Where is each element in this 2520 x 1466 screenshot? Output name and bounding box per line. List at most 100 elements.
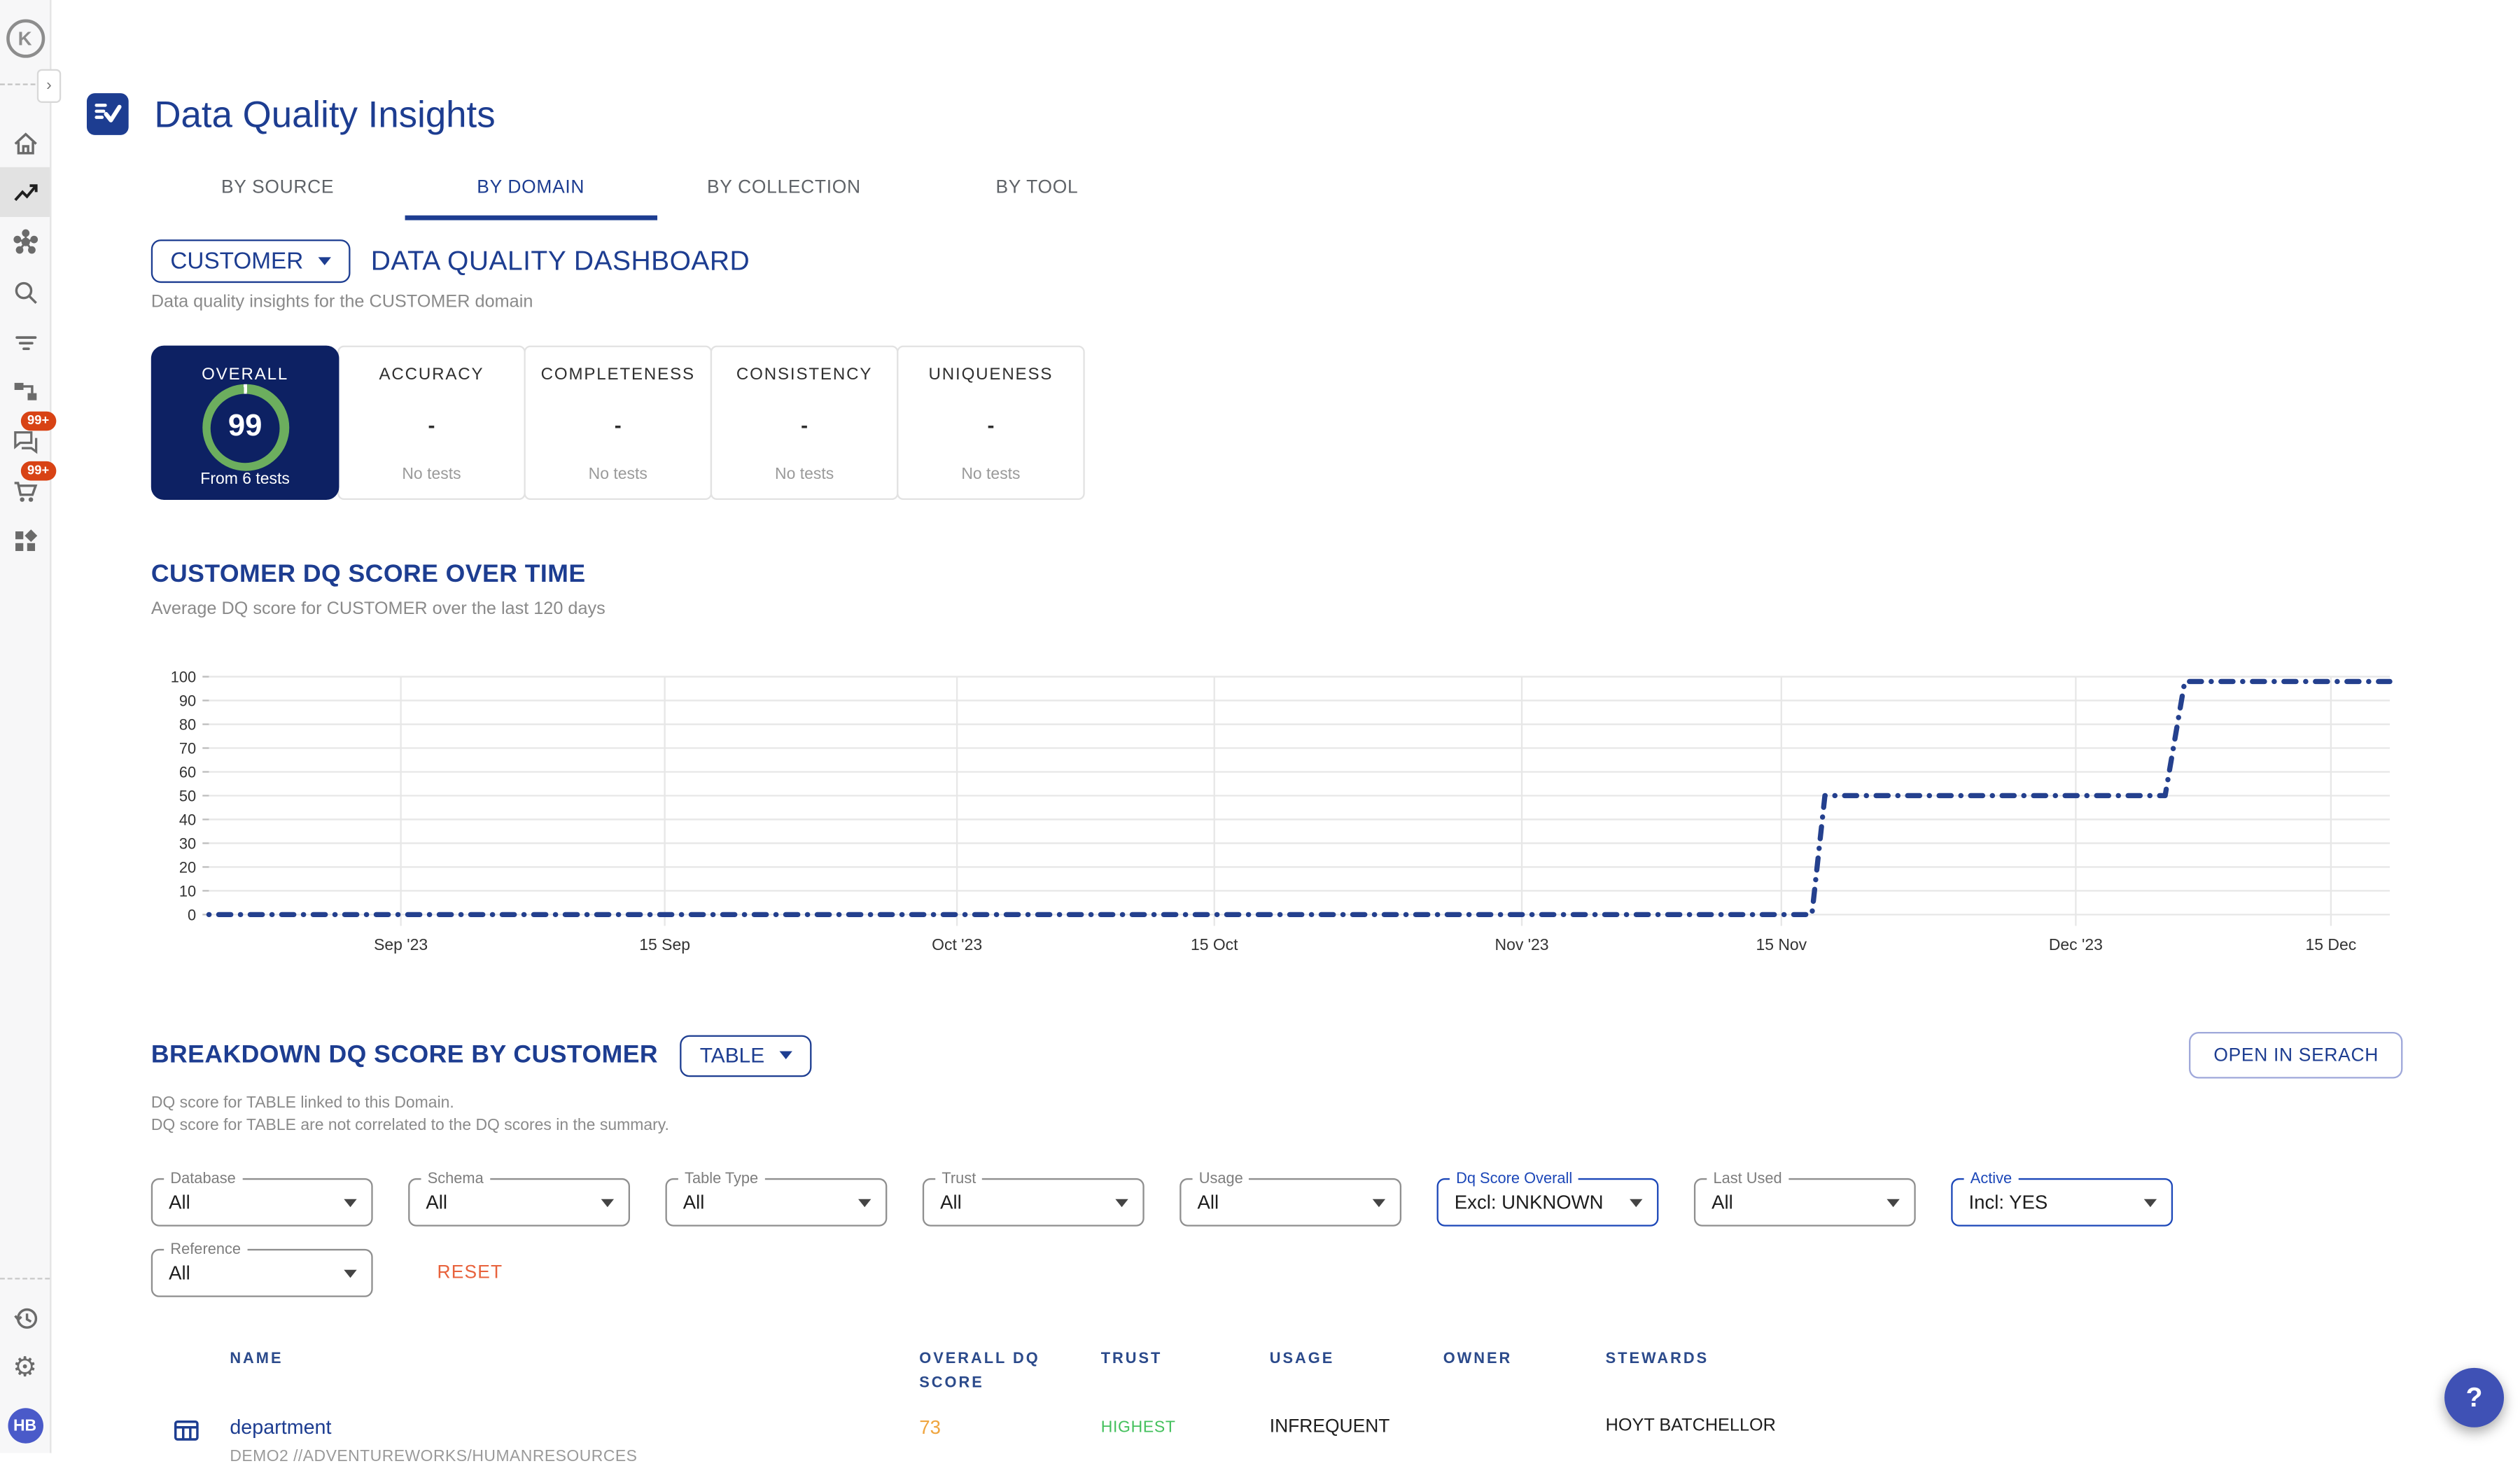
score-card-footer: From 6 tests [200,470,290,489]
filter-usage[interactable]: Usage All [1180,1170,1402,1227]
filter-label: Reference [164,1241,248,1259]
data-quality-app-icon [86,93,129,135]
sidebar-item-home[interactable] [0,118,50,167]
score-card-accuracy[interactable]: ACCURACY - No tests [337,345,526,501]
svg-text:15 Sep: 15 Sep [639,935,690,954]
score-card-value-area: - [615,384,622,466]
chevron-down-icon [1372,1199,1386,1208]
breakdown-title: BREAKDOWN DQ SCORE BY CUSTOMER [150,1040,659,1068]
tab-by-tool[interactable]: BY TOOL [995,178,1079,198]
sidebar-expand-button[interactable]: › [36,69,62,103]
svg-text:15 Oct: 15 Oct [1191,935,1238,954]
filter-active[interactable]: Active Incl: YES [1951,1170,2174,1227]
filter-label: Table Type [678,1170,765,1188]
filter-trust[interactable]: Trust All [922,1170,1144,1227]
svg-text:10: 10 [179,882,196,900]
sidebar-item-messages[interactable]: 99+ [0,411,56,466]
tab-by-domain[interactable]: BY DOMAIN [404,156,658,221]
chevron-down-icon [344,1269,357,1278]
entity-selector-dropdown[interactable]: TABLE [680,1034,811,1077]
filter-schema[interactable]: Schema All [408,1170,630,1227]
chevron-down-icon [601,1199,615,1208]
open-in-search-button[interactable]: OPEN IN SERACH [2189,1031,2403,1079]
filter-last-used[interactable]: Last Used All [1693,1170,1916,1227]
sidebar-bottom: ⚙ HB [0,1278,50,1444]
svg-text:30: 30 [179,835,196,852]
score-card-footer: No tests [402,466,461,484]
filter-database[interactable]: Database All [150,1170,373,1227]
svg-text:Oct '23: Oct '23 [932,935,982,954]
filter-value: All [1197,1191,1219,1214]
view-tabs: BY SOURCE BY DOMAIN BY COLLECTION BY TOOL [151,156,1163,221]
svg-text:Sep '23: Sep '23 [374,935,428,954]
page-header: Data Quality Insights [86,90,2520,139]
sidebar-item-filter[interactable] [0,316,50,366]
chevron-down-icon [1115,1199,1128,1208]
filter-value: Excl: UNKNOWN [1454,1191,1604,1214]
sidebar-item-settings[interactable]: ⚙ [0,1342,50,1392]
score-card-completeness[interactable]: COMPLETENESS - No tests [524,345,713,501]
chevron-down-icon [1630,1199,1643,1208]
avatar-initials: HB [13,1416,37,1435]
chevron-right-icon: › [46,77,52,95]
user-avatar[interactable]: HB [7,1408,43,1444]
chevron-down-icon [317,257,331,265]
filter-value: Incl: YES [1968,1191,2048,1214]
svg-text:70: 70 [179,740,196,758]
score-card-footer: No tests [961,466,1021,484]
score-card-footer: No tests [588,466,648,484]
sidebar-separator [0,1278,50,1280]
sidebar-item-history[interactable] [0,1292,50,1342]
score-card-label: CONSISTENCY [736,365,873,384]
chevron-down-icon [778,1051,792,1060]
score-card-overall[interactable]: OVERALL 99 From 6 tests [150,345,340,501]
sidebar-item-widgets[interactable] [0,516,50,566]
sidebar-item-basket[interactable]: 99+ [0,461,56,516]
asset-name-link[interactable]: department [230,1416,332,1439]
score-card-uniqueness[interactable]: UNIQUENESS - No tests [897,345,1085,501]
dq-score-chart: 0 10 20 30 40 50 60 70 80 90 100 Sep '23 15 Sep Oct '… [151,669,2449,968]
sidebar: K › 99+ [0,0,62,1453]
score-card-value-area: 99 [202,384,289,471]
help-button[interactable]: ? [2444,1367,2505,1427]
sidebar-item-lineage[interactable] [0,217,50,267]
sidebar-item-hierarchy[interactable] [0,366,50,416]
breakdown-table: NAME OVERALL DQ SCORE TRUST USAGE OWNER STEWA… [151,1347,2474,1466]
score-card-label: ACCURACY [379,365,484,384]
svg-text:90: 90 [179,692,196,710]
messages-badge: 99+ [20,411,56,431]
tab-by-source[interactable]: BY SOURCE [220,178,335,198]
filter-bar-row2: Reference All RESET [150,1241,2520,1297]
widgets-icon [14,529,37,550]
trend-section-title: CUSTOMER DQ SCORE OVER TIME [150,561,586,589]
sidebar-item-search[interactable] [0,267,50,316]
gear-icon: ⚙ [13,1351,38,1383]
sidebar-item-insights[interactable] [0,167,50,217]
tab-by-collection[interactable]: BY COLLECTION [706,178,861,198]
score-card-label: COMPLETENESS [540,365,695,384]
brand-logo-letter: K [18,27,32,50]
breakdown-subtitle-line2: DQ score for TABLE are not correlated to… [150,1117,669,1135]
filter-dq-score-overall[interactable]: Dq Score Overall Excl: UNKNOWN [1436,1170,1659,1227]
score-card-consistency[interactable]: CONSISTENCY - No tests [710,345,899,501]
home-icon [13,132,36,154]
brand-logo[interactable]: K [6,19,45,58]
score-gauge-ring: 99 [202,384,289,471]
table-icon [174,1420,199,1441]
page-title: Data Quality Insights [154,92,496,134]
score-gauge-value: 99 [210,393,280,463]
filter-reference[interactable]: Reference All [150,1241,373,1297]
column-header-usage: USAGE [1269,1350,1335,1368]
breakdown-subtitle: DQ score for TABLE linked to this Domain… [151,1093,2520,1138]
column-header-overall-dq-score: OVERALL DQ SCORE [919,1350,1040,1392]
trust-cell: HIGHEST [1100,1419,1176,1437]
svg-text:40: 40 [179,811,196,828]
reset-filters-button[interactable]: RESET [428,1262,512,1284]
filter-value: All [682,1191,705,1214]
svg-text:15 Dec: 15 Dec [2306,935,2357,954]
filter-table-type[interactable]: Table Type All [665,1170,888,1227]
score-card-value-area: - [428,384,435,466]
domain-selector-dropdown[interactable]: CUSTOMER [150,239,350,284]
stewards-cell: HOYT BATCHELLOR [1605,1416,1776,1436]
svg-text:Dec '23: Dec '23 [2049,935,2103,954]
